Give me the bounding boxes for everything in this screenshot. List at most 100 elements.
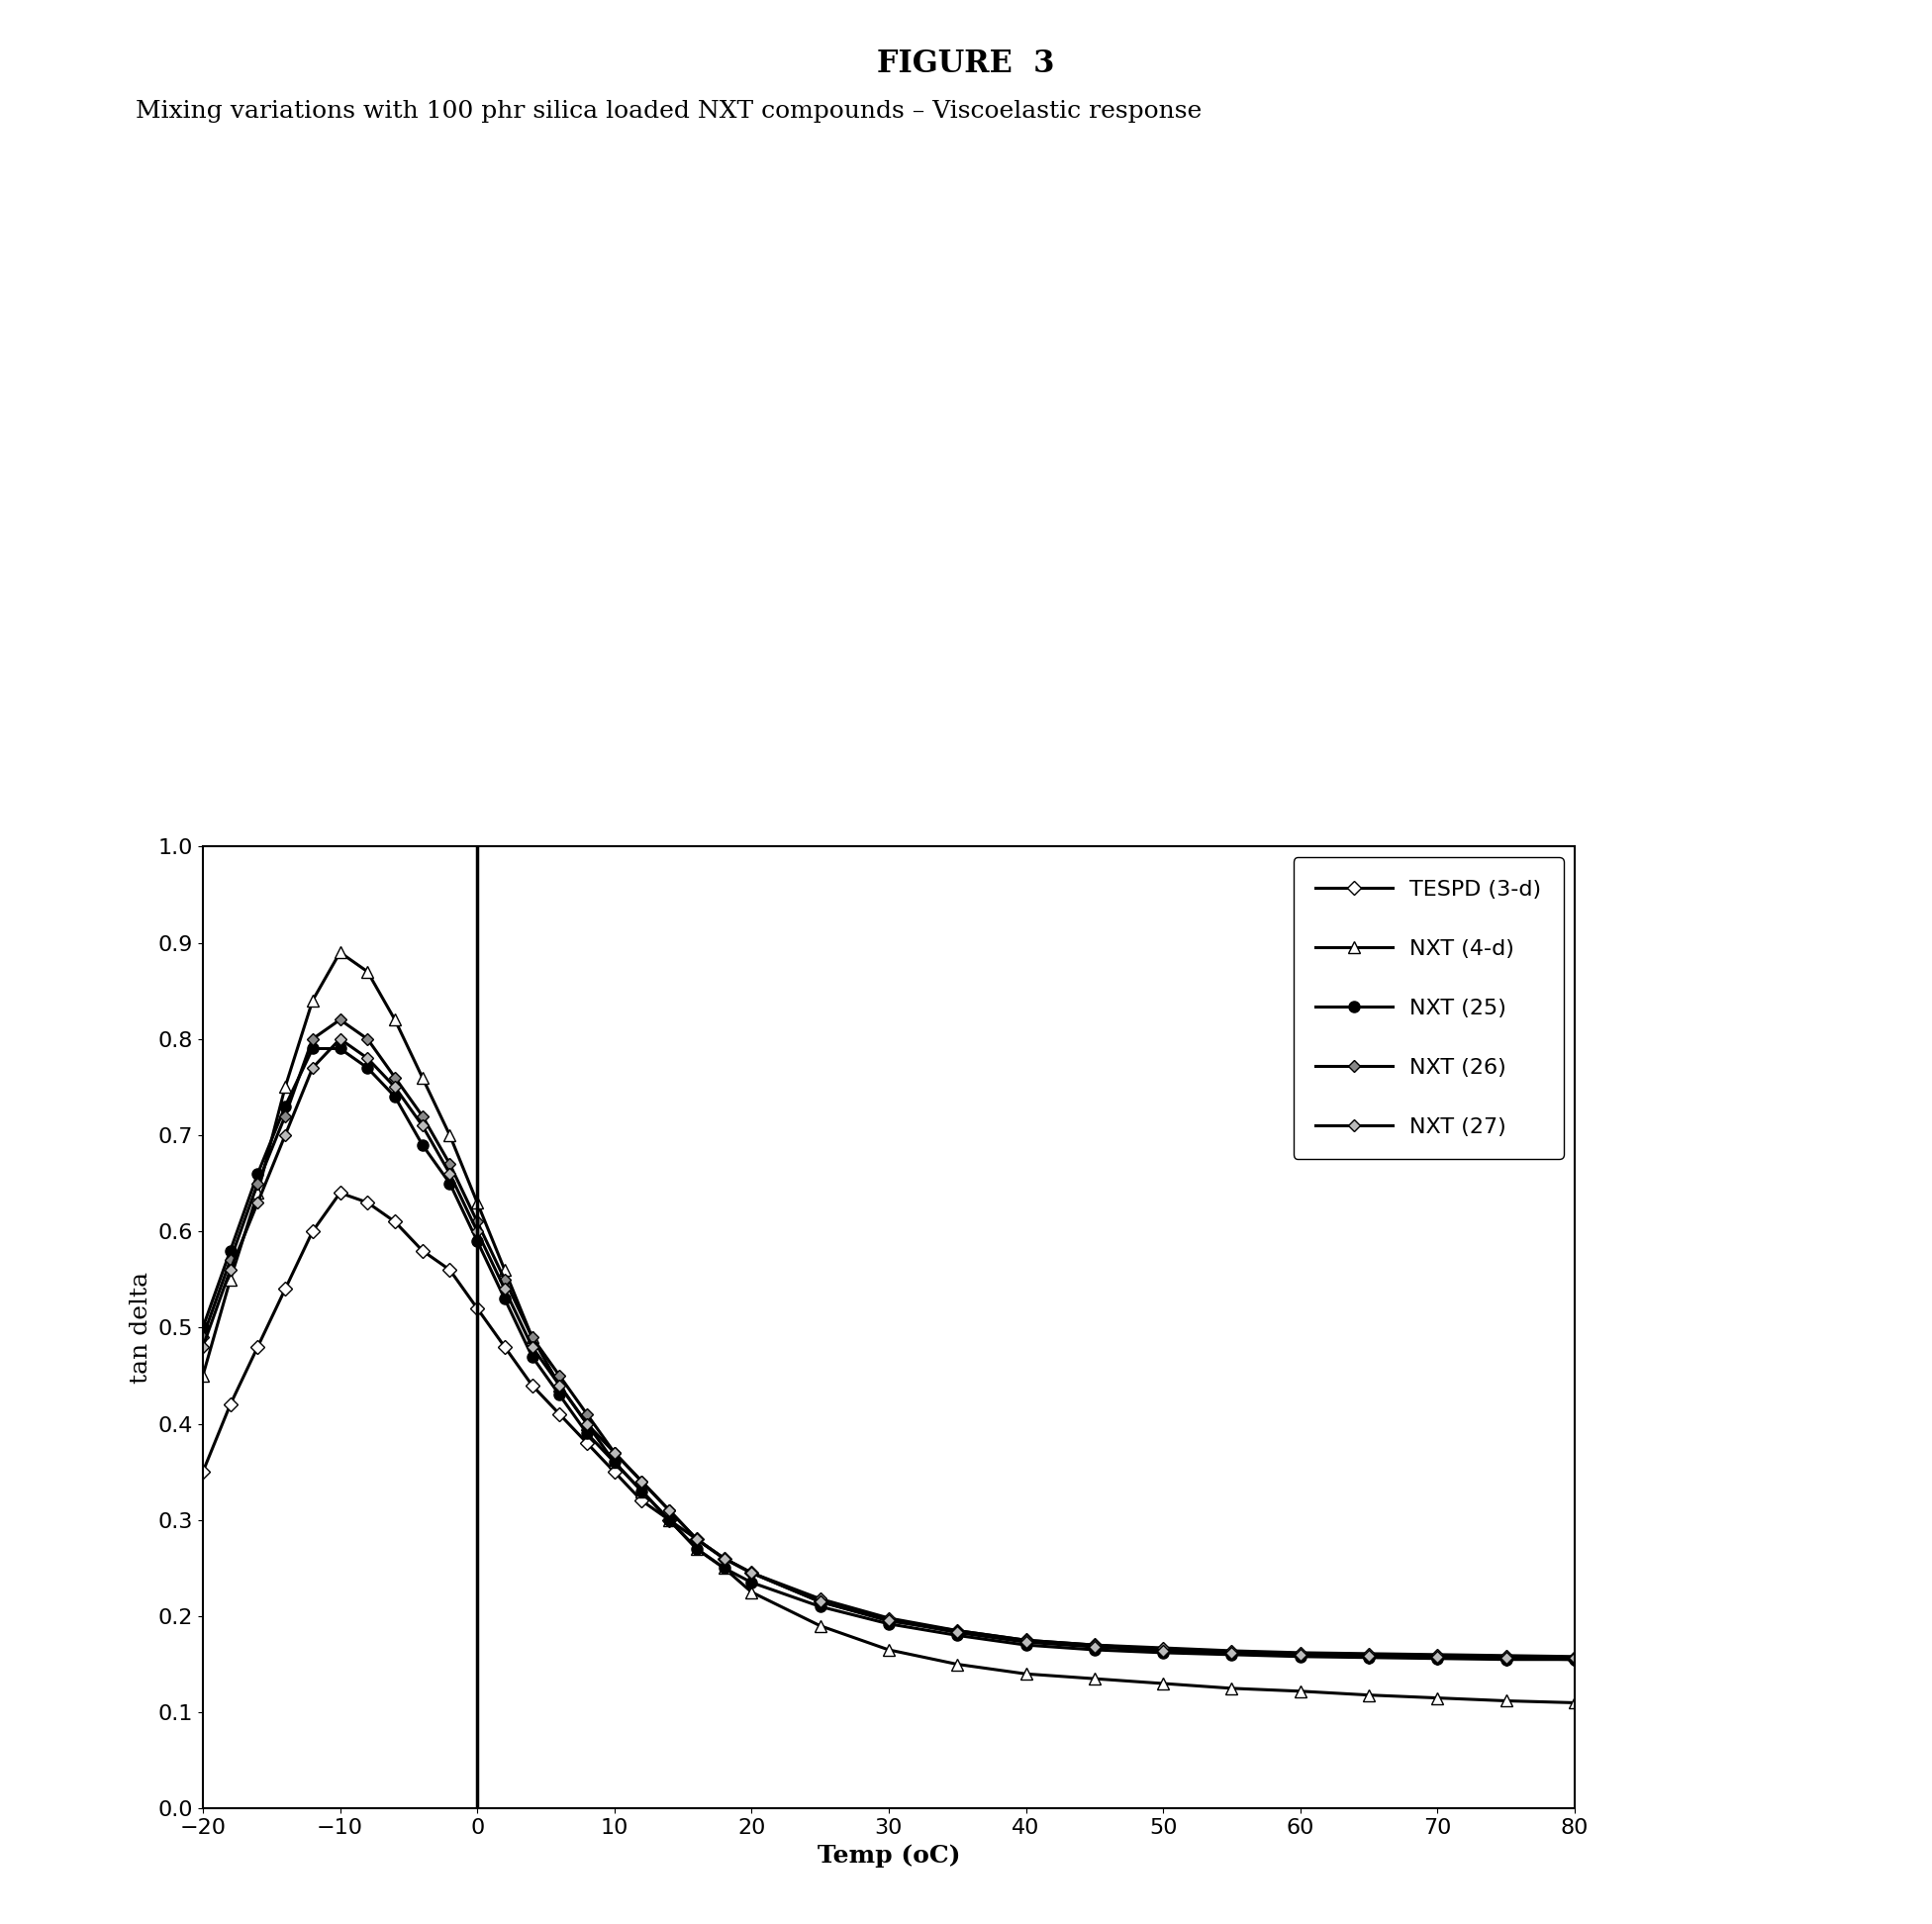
TESPD (3-d) [412,1239,435,1262]
TESPD (3-d) [1151,1637,1175,1660]
NXT (4-d) [947,1653,968,1676]
TESPD (3-d) [1356,1645,1379,1668]
NXT (25) [549,1383,572,1406]
TESPD (3-d) [740,1562,763,1585]
NXT (27) [808,1589,831,1612]
NXT (26) [1495,1643,1519,1666]
NXT (4-d) [713,1557,736,1580]
NXT (26) [301,1027,325,1051]
TESPD (3-d) [1082,1633,1105,1657]
NXT (4-d) [686,1537,709,1560]
NXT (4-d) [1082,1666,1105,1689]
NXT (27) [466,1220,489,1243]
NXT (27) [713,1547,736,1570]
NXT (25) [657,1508,680,1532]
NXT (4-d) [218,1268,242,1291]
TESPD (3-d) [191,1460,214,1483]
Line: NXT (27): NXT (27) [199,1035,1578,1662]
TESPD (3-d) [301,1220,325,1243]
Line: NXT (26): NXT (26) [199,1016,1578,1660]
NXT (27) [576,1412,599,1435]
NXT (4-d) [493,1258,516,1281]
NXT (27) [1356,1643,1379,1666]
TESPD (3-d) [808,1589,831,1612]
NXT (4-d) [328,941,352,964]
NXT (25) [630,1480,653,1503]
TESPD (3-d) [877,1608,900,1632]
NXT (25) [808,1595,831,1618]
NXT (25) [191,1316,214,1339]
Line: TESPD (3-d): TESPD (3-d) [199,1187,1578,1664]
NXT (25) [355,1056,379,1079]
NXT (25) [1495,1647,1519,1670]
NXT (25) [1151,1641,1175,1664]
NXT (26) [808,1587,831,1610]
NXT (26) [713,1547,736,1570]
NXT (27) [218,1258,242,1281]
NXT (4-d) [657,1508,680,1532]
NXT (26) [630,1470,653,1493]
TESPD (3-d) [1221,1641,1244,1664]
Y-axis label: tan delta: tan delta [129,1272,153,1383]
NXT (25) [1563,1647,1586,1670]
NXT (26) [466,1210,489,1233]
NXT (27) [245,1191,269,1214]
NXT (26) [412,1104,435,1127]
NXT (26) [245,1172,269,1195]
NXT (26) [1356,1641,1379,1664]
NXT (27) [657,1499,680,1522]
NXT (25) [245,1162,269,1185]
NXT (27) [1221,1641,1244,1664]
NXT (26) [1221,1639,1244,1662]
NXT (27) [439,1162,462,1185]
NXT (26) [1563,1645,1586,1668]
NXT (4-d) [383,1008,406,1031]
TESPD (3-d) [576,1431,599,1455]
NXT (25) [947,1624,968,1647]
NXT (25) [274,1095,298,1118]
NXT (4-d) [1221,1676,1244,1701]
TESPD (3-d) [328,1181,352,1204]
TESPD (3-d) [947,1620,968,1643]
NXT (27) [1289,1643,1312,1666]
NXT (4-d) [412,1066,435,1089]
TESPD (3-d) [657,1508,680,1532]
TESPD (3-d) [686,1528,709,1551]
NXT (25) [493,1287,516,1310]
TESPD (3-d) [355,1191,379,1214]
NXT (26) [493,1268,516,1291]
NXT (25) [1014,1633,1037,1657]
NXT (4-d) [245,1181,269,1204]
NXT (25) [1221,1643,1244,1666]
NXT (27) [355,1047,379,1070]
TESPD (3-d) [630,1489,653,1512]
NXT (26) [686,1528,709,1551]
NXT (27) [301,1056,325,1079]
NXT (26) [877,1607,900,1630]
NXT (26) [603,1441,626,1464]
NXT (26) [740,1562,763,1585]
NXT (4-d) [630,1480,653,1503]
NXT (26) [1082,1633,1105,1657]
NXT (4-d) [1563,1691,1586,1714]
TESPD (3-d) [1014,1628,1037,1651]
NXT (25) [686,1537,709,1560]
NXT (25) [1426,1647,1449,1670]
NXT (4-d) [1014,1662,1037,1685]
NXT (4-d) [466,1191,489,1214]
NXT (25) [877,1612,900,1635]
NXT (4-d) [520,1326,543,1349]
TESPD (3-d) [439,1258,462,1281]
NXT (4-d) [274,1076,298,1099]
TESPD (3-d) [274,1278,298,1301]
NXT (27) [1014,1630,1037,1653]
NXT (27) [493,1278,516,1301]
NXT (26) [520,1326,543,1349]
NXT (25) [383,1085,406,1108]
TESPD (3-d) [1289,1643,1312,1666]
NXT (26) [947,1620,968,1643]
Text: FIGURE  3: FIGURE 3 [877,48,1055,79]
NXT (27) [1563,1647,1586,1670]
X-axis label: Temp (oC): Temp (oC) [817,1843,960,1866]
NXT (4-d) [191,1364,214,1387]
